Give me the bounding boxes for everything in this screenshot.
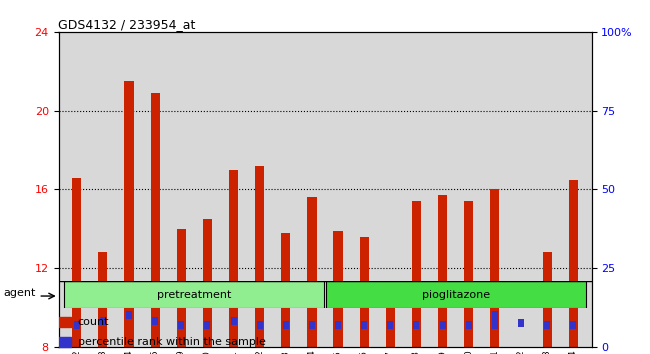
Bar	[412, 201, 421, 347]
Text: agent: agent	[3, 289, 36, 298]
Bar	[72, 178, 81, 347]
Bar	[152, 318, 158, 325]
Bar	[257, 321, 263, 329]
Bar	[326, 281, 586, 308]
Bar	[490, 189, 499, 347]
Bar	[439, 321, 445, 329]
Text: pretreatment: pretreatment	[157, 290, 231, 300]
Bar	[74, 321, 80, 329]
Bar	[205, 321, 211, 329]
Bar	[283, 321, 289, 329]
Bar	[361, 321, 367, 329]
Bar	[543, 252, 552, 347]
Bar	[177, 229, 186, 347]
Bar	[466, 321, 472, 329]
Bar	[544, 321, 550, 329]
Bar	[464, 201, 473, 347]
Bar	[518, 319, 524, 327]
Bar	[413, 321, 419, 329]
Bar	[438, 195, 447, 347]
Bar	[387, 321, 393, 329]
Text: percentile rank within the sample: percentile rank within the sample	[78, 337, 266, 347]
Bar	[569, 179, 578, 347]
Bar	[359, 236, 369, 347]
Bar	[231, 318, 237, 325]
Bar	[570, 321, 576, 329]
Bar	[309, 321, 315, 329]
Bar	[126, 312, 132, 319]
Bar	[335, 321, 341, 329]
Bar	[492, 312, 498, 329]
Bar	[203, 219, 212, 347]
Bar	[229, 170, 238, 347]
Bar	[58, 337, 72, 347]
Bar	[151, 93, 160, 347]
Text: GDS4132 / 233954_at: GDS4132 / 233954_at	[58, 18, 196, 31]
Bar	[281, 233, 291, 347]
Bar	[124, 81, 134, 347]
Text: count: count	[78, 317, 109, 327]
Text: pioglitazone: pioglitazone	[422, 290, 489, 300]
Bar	[58, 318, 72, 327]
Bar	[385, 292, 395, 347]
Bar	[100, 318, 106, 325]
Bar	[98, 252, 107, 347]
Bar	[255, 166, 265, 347]
Bar	[64, 281, 324, 308]
Bar	[333, 231, 343, 347]
Bar	[178, 321, 184, 329]
Bar	[307, 197, 317, 347]
